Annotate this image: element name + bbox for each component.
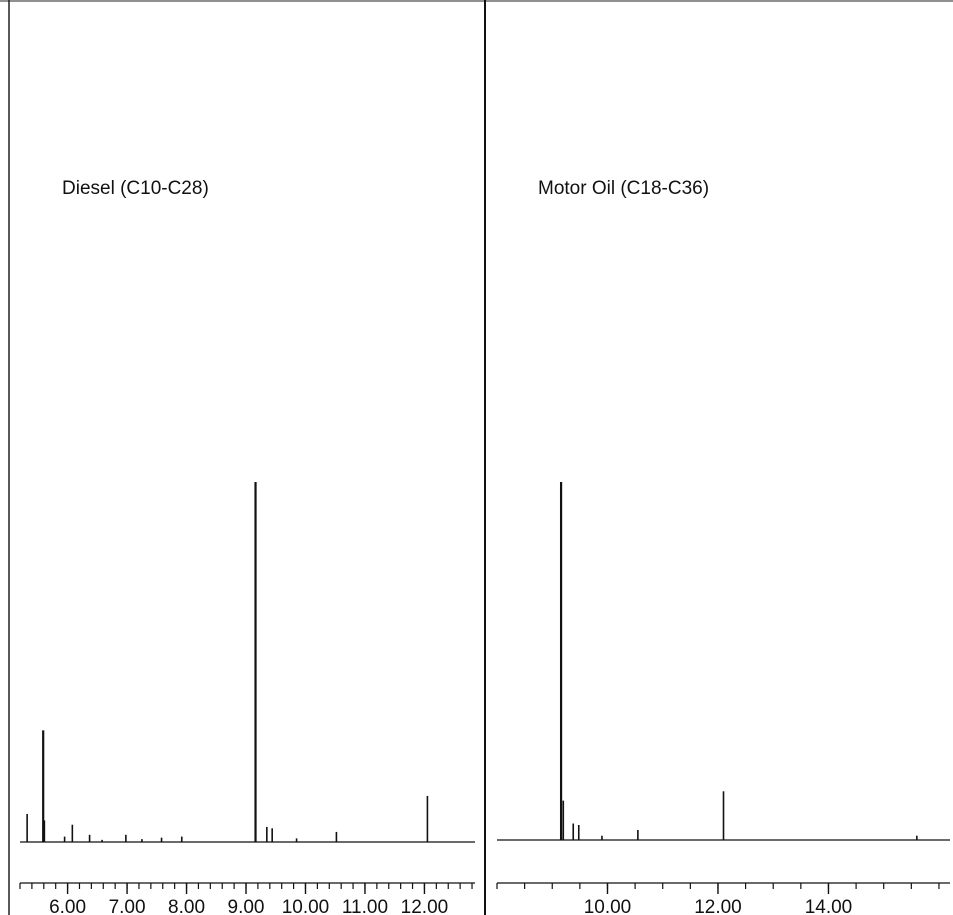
diesel-tick-label-1: 7.00: [109, 897, 146, 915]
motor-oil-panel: Motor Oil (C18-C36) 10.00 12.00 14.00: [496, 178, 950, 915]
diesel-tick-label-5: 11.00: [342, 897, 388, 915]
diesel-panel: Diesel (C10-C28) 6.00 7.00 8.00 9.00 10.00 11…: [19, 178, 475, 915]
motor-oil-chart-title: Motor Oil (C18-C36): [538, 178, 709, 199]
motor-oil-tick-label-0: 10.00: [584, 897, 632, 915]
motor-oil-tick-label-1: 12.00: [694, 897, 742, 915]
diesel-chart-title: Diesel (C10-C28): [62, 178, 209, 199]
motor-oil-trace-group: [497, 482, 950, 841]
diesel-tick-label-3: 9.00: [228, 897, 265, 915]
diesel-tick-label-4: 10.00: [282, 897, 330, 915]
diesel-tick-label-6: 12.00: [401, 897, 449, 915]
diesel-tick-label-2: 8.00: [168, 897, 205, 915]
motor-oil-x-axis: 10.00 12.00 14.00: [496, 882, 950, 915]
diesel-trace-group: [20, 482, 475, 843]
diesel-x-axis: 6.00 7.00 8.00 9.00 10.00 11.00 12.00: [19, 882, 475, 915]
motor-oil-tick-label-2: 14.00: [805, 897, 853, 915]
diesel-tick-label-0: 6.00: [49, 897, 86, 915]
